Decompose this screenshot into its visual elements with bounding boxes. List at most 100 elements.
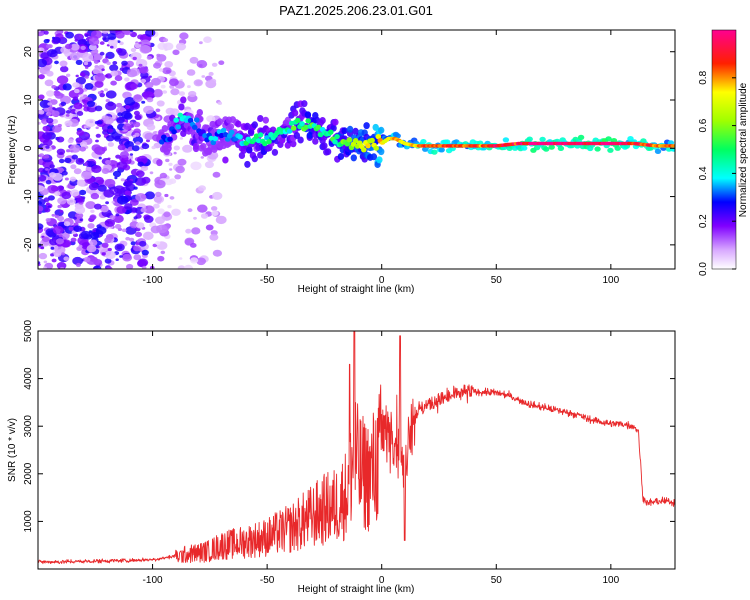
spectrogram-ridge-halo (605, 136, 612, 142)
spectrogram-noise-cell (42, 132, 53, 140)
spectrogram-noise-cell (142, 231, 154, 240)
spectrogram-noise-cell (114, 224, 122, 229)
spectrogram-ridge-core (257, 132, 264, 138)
spectrogram-noise-cell (95, 126, 99, 130)
spectrogram-noise-cell (65, 43, 73, 50)
spectrogram-noise-cell (94, 203, 102, 210)
spectrogram-noise-cell (177, 158, 187, 166)
spectrogram-noise-cell (173, 145, 180, 151)
spectrogram-noise-cell (61, 170, 68, 176)
spectrogram-noise-cell (140, 207, 147, 213)
spectrogram-noise-cell (114, 176, 118, 180)
spectrogram-ridge-core (361, 147, 367, 153)
spectrogram-noise-cell (218, 60, 225, 65)
spectrogram-noise-cell (135, 141, 141, 146)
spectrogram-noise-cell (49, 238, 59, 246)
spectrogram-noise-cell (51, 258, 57, 263)
spectrogram-noise-cell (57, 204, 62, 209)
spectrogram-noise-cell (40, 246, 45, 250)
spectrogram-noise-cell (101, 68, 105, 71)
spectrogram-ridge-core (334, 134, 340, 140)
spectrogram-ridge-halo (324, 148, 332, 156)
spectrogram-noise-cell (139, 44, 151, 54)
spectrogram-ridge-halo (262, 116, 269, 124)
spectrogram-noise-cell (99, 93, 105, 98)
spectrogram-ridge-core (352, 138, 359, 144)
spectrogram-noise-cell (111, 200, 115, 204)
spectrogram-noise-cell (208, 71, 214, 76)
spectrogram-noise-cell (134, 114, 142, 120)
spectrogram-noise-cell (45, 180, 52, 185)
spectrogram-noise-cell (42, 236, 50, 243)
spectrogram-ridge-halo (284, 141, 291, 149)
spectrogram-noise-cell (155, 241, 161, 245)
spectrogram-noise-cell (99, 41, 105, 45)
spectrogram-noise-cell (99, 205, 109, 213)
spectrogram-noise-cell (72, 96, 79, 101)
spectrogram-noise-cell (185, 228, 192, 234)
spectrogram-noise-cell (86, 244, 97, 253)
spectrogram-noise-cell (146, 123, 156, 131)
spectrogram-noise-cell (44, 207, 51, 213)
spectrogram-noise-cell (99, 51, 105, 56)
spectrogram-noise-cell (186, 69, 196, 76)
spectrogram-y-label: Frequency (Hz) (7, 116, 18, 185)
spectrogram-noise-cell (120, 151, 129, 158)
spectrogram-ridge-core (369, 137, 375, 143)
spectrogram-noise-cell (51, 213, 56, 217)
spectrogram-noise-cell (124, 97, 136, 106)
spectrogram-noise-cell (155, 216, 165, 225)
snr-x-tick-label: 100 (602, 575, 619, 586)
spectrogram-ridge-core (171, 129, 177, 135)
spectrogram-noise-cell (38, 179, 41, 182)
spectrogram-noise-cell (87, 223, 95, 229)
spectrogram-noise-cell (47, 102, 52, 106)
spectrogram-noise-cell (78, 158, 84, 163)
spectrogram-y-tick-label: 20 (23, 46, 34, 58)
spectrogram-noise-cell (190, 242, 197, 248)
spectrogram-ridge-halo (420, 139, 427, 145)
spectrogram-noise-cell (130, 83, 138, 90)
spectrogram-ridge-core (175, 124, 181, 130)
spectrogram-noise-cell (141, 143, 150, 150)
spectrogram-noise-cell (164, 193, 169, 198)
spectrogram-noise-cell (45, 111, 52, 116)
spectrogram-noise-cell (83, 125, 88, 129)
spectrogram-ridge-halo (312, 137, 319, 145)
spectrogram-noise-cell (79, 141, 88, 148)
spectrogram-noise-cell (144, 132, 154, 140)
spectrogram-noise-cell (129, 121, 134, 125)
spectrogram-noise-cell (46, 70, 54, 77)
spectrogram-noise-cell (95, 226, 107, 235)
spectrogram-noise-cell (85, 201, 96, 210)
spectrogram-ridge-halo (438, 147, 445, 153)
spectrogram-ridge-core (173, 117, 179, 123)
spectrogram-noise-cell (158, 68, 164, 72)
spectrogram-noise-cell (69, 144, 81, 153)
spectrogram-noise-cell (65, 110, 71, 114)
spectrogram-ridge-core (264, 135, 270, 141)
spectrogram-noise-cell (179, 32, 189, 40)
spectrogram-noise-cell (85, 118, 97, 128)
spectrogram-noise-cell (101, 30, 109, 34)
spectrogram-noise-cell (62, 83, 72, 91)
spectrogram-noise-cell (54, 92, 64, 99)
spectrogram-noise-cell (40, 52, 50, 59)
spectrogram-noise-cell (106, 61, 111, 66)
spectrogram-frame (37, 29, 676, 270)
snr-x-tick-label: 0 (379, 575, 385, 586)
spectrogram-noise-cell (38, 58, 48, 68)
spectrogram-x-tick-label: -100 (143, 275, 163, 286)
spectrogram-noise-cell (79, 72, 86, 77)
spectrogram-noise-cell (130, 47, 137, 53)
spectrogram-noise-cell (168, 162, 173, 166)
spectrogram-ridge-halo (297, 136, 304, 144)
spectrogram-noise-cell (145, 81, 154, 89)
spectrogram-noise-cell (54, 60, 59, 65)
spectrogram-ridge-core (375, 134, 382, 140)
snr-panel: -100 -50 0 50 100 1000 2000 3000 4000 5000 Heigh… (7, 319, 676, 595)
spectrogram-noise-cell (94, 73, 106, 82)
spectrogram-noise-cell (79, 218, 83, 222)
spectrogram-noise-cell (74, 88, 80, 94)
spectrogram-noise-cell (110, 45, 114, 49)
